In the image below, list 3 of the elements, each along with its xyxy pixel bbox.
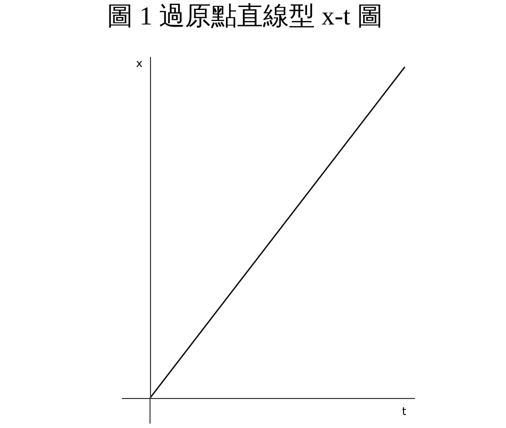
x-axis-title: t — [402, 405, 407, 418]
y-axis-title: x — [136, 57, 143, 70]
chart-title: 圖 1 過原點直線型 x-t 圖 — [106, 2, 383, 31]
